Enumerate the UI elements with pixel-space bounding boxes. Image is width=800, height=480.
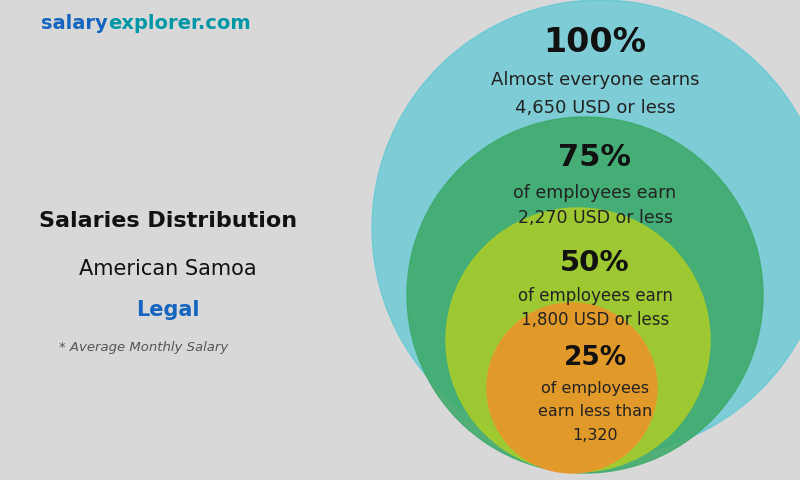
Text: 50%: 50% [560,249,630,277]
Circle shape [446,208,710,472]
Text: of employees: of employees [541,382,649,396]
Text: Salaries Distribution: Salaries Distribution [39,211,297,231]
Text: 75%: 75% [558,144,631,172]
Text: earn less than: earn less than [538,405,652,420]
Circle shape [487,303,657,473]
Text: salary: salary [42,13,108,33]
Text: of employees earn: of employees earn [514,184,677,202]
Text: 1,800 USD or less: 1,800 USD or less [521,311,669,329]
Text: * Average Monthly Salary: * Average Monthly Salary [59,341,229,355]
Text: 25%: 25% [563,345,626,371]
Text: explorer.com: explorer.com [108,13,250,33]
Text: Almost everyone earns: Almost everyone earns [490,71,699,89]
Text: Legal: Legal [136,300,200,320]
Circle shape [372,0,800,456]
Text: 1,320: 1,320 [572,429,618,444]
Text: American Samoa: American Samoa [79,259,257,279]
Circle shape [407,117,763,473]
Text: of employees earn: of employees earn [518,287,673,305]
Text: 2,270 USD or less: 2,270 USD or less [518,209,673,227]
Text: 100%: 100% [543,25,646,59]
Text: 4,650 USD or less: 4,650 USD or less [514,99,675,117]
